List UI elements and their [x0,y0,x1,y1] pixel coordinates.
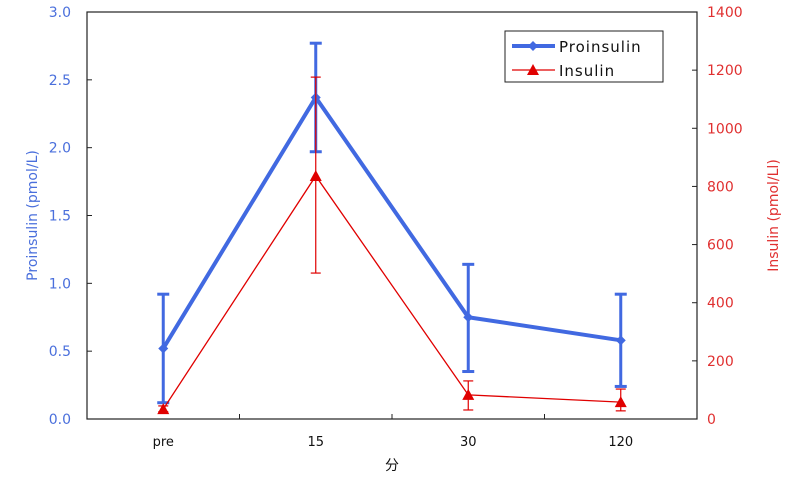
legend-marker [528,41,538,51]
proinsulin-point [615,335,626,346]
right-tick-label: 1000 [707,121,743,137]
left-tick-label: 1.5 [49,209,71,225]
proinsulin-line [161,93,622,350]
insulin-point [462,388,475,400]
x-tick-label: pre [153,435,174,450]
left-tick-label: 0.0 [49,412,71,428]
right-tick-label: 600 [707,238,734,254]
proinsulin-point [158,343,169,354]
right-axis-label: Insulin (pmol/Ll) [766,159,782,272]
insulin-point [157,403,170,415]
right-tick-label: 1200 [707,63,743,79]
right-tick-label: 200 [707,354,734,370]
legend-label: Proinsulin [559,38,642,56]
left-tick-label: 2.5 [49,73,71,89]
right-tick-label: 400 [707,296,734,312]
x-axis-label: 分 [385,458,399,474]
proinsulin-point [463,312,474,323]
legend-label: Insulin [559,62,615,80]
x-tick-label: 30 [460,435,477,450]
insulin-line [162,174,621,410]
x-tick-label: 120 [608,435,633,450]
left-tick-label: 0.5 [49,344,71,360]
insulin-point [614,396,627,408]
left-tick-label: 2.0 [49,141,71,157]
right-tick-label: 800 [707,179,734,195]
legend-marker [527,64,539,75]
insulin-point [309,169,322,181]
right-tick-label: 1400 [707,5,743,21]
left-tick-label: 1.0 [49,276,71,292]
right-tick-label: 0 [707,412,716,428]
left-tick-label: 3.0 [49,5,71,21]
left-axis-label: Proinsulin (pmol/L) [25,150,41,281]
x-tick-label: 15 [307,435,324,450]
